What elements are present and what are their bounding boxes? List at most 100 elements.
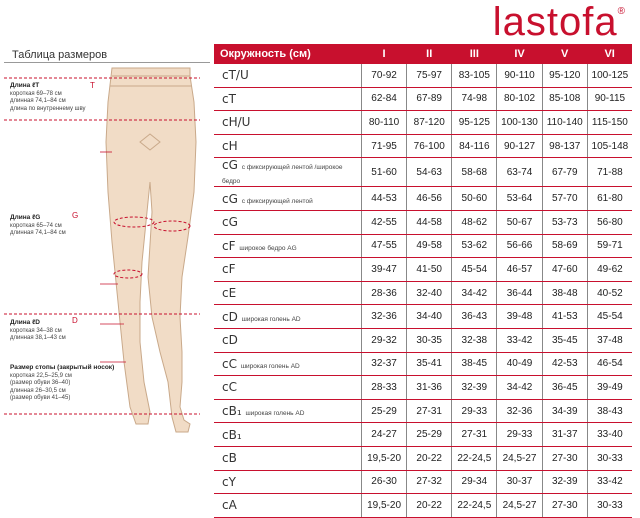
measurement-label: cF широкое бедро AG	[214, 234, 362, 259]
size-value-cell: 100-130	[496, 110, 543, 135]
size-value-cell: 25-29	[360, 399, 407, 424]
table-row: cB₁ 24-27 25-29 27-31 29-33 31-37 33-40	[214, 422, 632, 447]
size-value-cell: 47-60	[541, 257, 588, 282]
size-value-cell: 115-150	[586, 110, 632, 135]
size-value-cell: 36-45	[541, 375, 588, 400]
size-value-cell: 20-22	[406, 493, 452, 518]
size-value-cell: 83-105	[451, 64, 497, 88]
size-value-cell: 32-38	[451, 328, 497, 353]
size-value-cell: 90-127	[496, 134, 543, 159]
size-value-cell: 36-43	[451, 304, 497, 329]
size-value-cell: 47-55	[360, 234, 407, 259]
size-value-cell: 27-32	[406, 470, 452, 495]
size-value-cell: 53-64	[496, 186, 543, 211]
size-value-cell: 24,5-27	[496, 493, 543, 518]
size-value-cell: 58-69	[541, 234, 588, 259]
size-value-cell: 22-24,5	[451, 446, 497, 471]
size-col-3: III	[451, 44, 497, 64]
size-value-cell: 32-39	[451, 375, 497, 400]
size-value-cell: 100-125	[586, 64, 632, 88]
size-value-cell: 37-48	[586, 328, 632, 353]
size-value-cell: 38-45	[451, 352, 497, 377]
size-value-cell: 27-30	[541, 493, 588, 518]
size-col-1: I	[361, 44, 407, 64]
size-value-cell: 42-55	[360, 210, 407, 235]
measurement-note: с фиксирующей лентой	[241, 197, 313, 205]
size-value-cell: 31-36	[406, 375, 452, 400]
brand-logo: lastofa®	[492, 0, 626, 44]
table-row: cT/U 70-92 75-97 83-105 90-110 95-120 100-125	[214, 64, 632, 88]
table-row: cG с фиксирующей лентой /широкое бедро 51…	[214, 157, 632, 188]
measurement-note: широкая голень AD	[241, 315, 301, 323]
size-value-cell: 40-49	[496, 352, 543, 377]
size-value-cell: 32-39	[541, 470, 588, 495]
size-value-cell: 46-57	[496, 257, 543, 282]
size-value-cell: 61-80	[586, 186, 632, 211]
size-value-cell: 32-36	[360, 304, 407, 329]
measurement-code: cG	[222, 215, 238, 230]
measurement-code: cG	[222, 191, 238, 206]
size-value-cell: 38-43	[586, 399, 632, 424]
size-value-cell: 33-40	[586, 422, 632, 447]
measurement-label: cG	[214, 210, 362, 235]
measurement-label: cG с фиксирующей лентой	[214, 186, 362, 211]
size-value-cell: 24-27	[360, 422, 407, 447]
size-value-cell: 33-42	[496, 328, 543, 353]
size-value-cell: 110-140	[541, 110, 588, 135]
measurement-code: cY	[222, 474, 236, 489]
size-col-6: VI	[587, 44, 632, 64]
size-value-cell: 51-60	[360, 157, 407, 188]
measurement-code: cA	[222, 498, 237, 513]
table-row: cY 26-30 27-32 29-34 30-37 32-39 33-42	[214, 470, 632, 495]
table-row: cD широкая голень AD 32-36 34-40 36-43 39-48…	[214, 304, 632, 329]
measurement-label: cD широкая голень AD	[214, 304, 362, 329]
measurement-code: cT/U	[222, 68, 249, 83]
size-value-cell: 30-37	[496, 470, 543, 495]
size-value-cell: 58-68	[451, 157, 497, 188]
size-value-cell: 53-62	[451, 234, 497, 259]
size-value-cell: 41-50	[406, 257, 452, 282]
size-value-cell: 48-62	[451, 210, 497, 235]
size-value-cell: 70-92	[360, 64, 407, 88]
size-value-cell: 56-66	[496, 234, 543, 259]
size-value-cell: 34-42	[496, 375, 543, 400]
size-value-cell: 45-54	[451, 257, 497, 282]
size-value-cell: 19,5-20	[360, 446, 407, 471]
size-value-cell: 49-62	[586, 257, 632, 282]
size-col-4: IV	[496, 44, 543, 64]
table-row: cG 42-55 44-58 48-62 50-67 53-73 56-80	[214, 210, 632, 235]
table-row: cT 62-84 67-89 74-98 80-102 85-108 90-115	[214, 87, 632, 112]
measurement-label: cB	[214, 446, 362, 471]
table-row: cB₁ широкая голень AD 25-29 27-31 29-33 32-3…	[214, 399, 632, 424]
measurement-label: cT	[214, 87, 362, 112]
measurement-code: cH	[222, 139, 238, 154]
measurement-note: с фиксирующей лентой /широкое бедро	[222, 164, 343, 186]
measurement-label: cC широкая голень AD	[214, 352, 362, 377]
measurement-label: cH/U	[214, 110, 362, 135]
size-value-cell: 32-40	[406, 281, 452, 306]
size-value-cell: 59-71	[586, 234, 632, 259]
size-value-cell: 71-88	[586, 157, 632, 188]
size-value-cell: 84-116	[451, 134, 497, 159]
size-value-cell: 30-35	[406, 328, 452, 353]
size-value-cell: 56-80	[586, 210, 632, 235]
table-row: cC широкая голень AD 32-37 35-41 38-45 40-49…	[214, 352, 632, 377]
table-row: cC 28-33 31-36 32-39 34-42 36-45 39-49	[214, 375, 632, 400]
size-value-cell: 80-110	[360, 110, 407, 135]
measurement-code: cE	[222, 286, 237, 301]
size-value-cell: 95-125	[451, 110, 497, 135]
size-col-2: II	[406, 44, 452, 64]
table-row: cA 19,5-20 20-22 22-24,5 24,5-27 27-30 30-33	[214, 493, 632, 518]
size-value-cell: 44-53	[360, 186, 407, 211]
size-value-cell: 67-89	[406, 87, 452, 112]
size-value-cell: 36-44	[496, 281, 543, 306]
size-value-cell: 98-137	[541, 134, 588, 159]
size-value-cell: 34-42	[451, 281, 497, 306]
measurement-label: cA	[214, 493, 362, 518]
size-value-cell: 28-36	[360, 281, 407, 306]
size-table: Окружность (см) I II III IV V VI cT/U 70-…	[214, 44, 632, 518]
size-value-cell: 34-39	[541, 399, 588, 424]
size-table-header: Окружность (см) I II III IV V VI	[214, 44, 632, 64]
size-value-cell: 35-41	[406, 352, 452, 377]
size-value-cell: 63-74	[496, 157, 543, 188]
